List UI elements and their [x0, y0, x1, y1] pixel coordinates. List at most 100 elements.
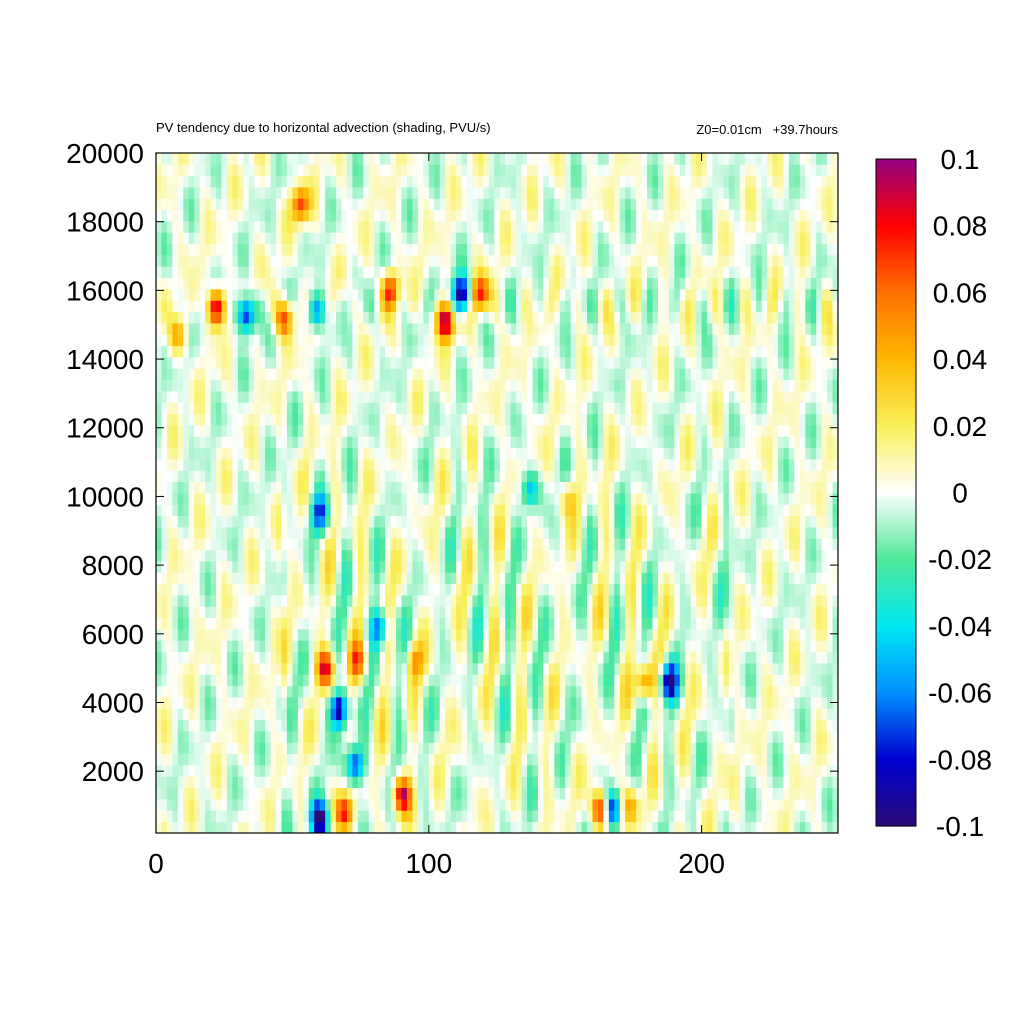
- heatmap-cell: [483, 470, 490, 483]
- heatmap-cell: [788, 549, 795, 562]
- heatmap-cell: [346, 787, 353, 800]
- heatmap-cell: [636, 731, 642, 743]
- heatmap-cell: [537, 493, 544, 505]
- heatmap-cell: [434, 561, 441, 573]
- heatmap-cell: [270, 731, 277, 743]
- heatmap-cell: [745, 470, 752, 483]
- heatmap-cell: [401, 731, 408, 743]
- heatmap-cell: [379, 436, 386, 449]
- heatmap-cell: [750, 413, 757, 426]
- heatmap-cell: [745, 685, 752, 698]
- heatmap-cell: [597, 765, 604, 777]
- heatmap-cell: [827, 731, 833, 743]
- heatmap-cell: [472, 742, 479, 755]
- heatmap-cell: [216, 481, 222, 494]
- heatmap-cell: [341, 753, 348, 766]
- heatmap-cell: [734, 459, 741, 471]
- heatmap-cell: [166, 765, 173, 777]
- heatmap-cell: [614, 651, 621, 664]
- heatmap-cell: [194, 719, 201, 732]
- heatmap-cell: [761, 470, 768, 483]
- heatmap-cell: [636, 470, 642, 483]
- heatmap-cell: [707, 402, 713, 415]
- heatmap-cell: [810, 787, 817, 800]
- heatmap-cell: [527, 719, 533, 732]
- heatmap-cell: [385, 640, 392, 653]
- heatmap-cell: [221, 391, 228, 403]
- heatmap-cell: [527, 402, 533, 415]
- heatmap-cell: [761, 402, 768, 415]
- heatmap-cell: [510, 606, 517, 619]
- heatmap-cell: [652, 674, 659, 687]
- heatmap-cell: [783, 765, 790, 777]
- heatmap-cell: [657, 799, 664, 811]
- heatmap-cell: [216, 436, 222, 449]
- heatmap-cell: [374, 629, 381, 641]
- heatmap-cell: [630, 481, 637, 494]
- heatmap-cell: [466, 810, 473, 823]
- heatmap-cell: [461, 765, 468, 777]
- heatmap-cell: [565, 538, 572, 551]
- heatmap-cell: [587, 617, 593, 630]
- heatmap-cell: [325, 617, 331, 630]
- heatmap-cell: [363, 742, 370, 755]
- heatmap-cell: [156, 742, 162, 755]
- heatmap-cell: [166, 640, 173, 653]
- heatmap-cell: [641, 821, 648, 834]
- heatmap-cell: [319, 549, 326, 562]
- heatmap-cell: [647, 663, 653, 675]
- heatmap-cell: [161, 821, 168, 834]
- heatmap-cell: [679, 493, 686, 505]
- heatmap-cell: [237, 527, 244, 539]
- heatmap-cell: [374, 697, 381, 709]
- heatmap-cell: [368, 549, 375, 562]
- heatmap-cell: [619, 731, 626, 743]
- heatmap-cell: [194, 413, 201, 426]
- heatmap-cell: [423, 549, 430, 562]
- heatmap-cell: [472, 810, 479, 823]
- heatmap-cell: [603, 515, 610, 528]
- heatmap-cell: [417, 674, 424, 687]
- heatmap-cell: [527, 674, 533, 687]
- heatmap-cell: [417, 561, 424, 573]
- heatmap-cell: [799, 606, 806, 619]
- heatmap-cell: [696, 493, 702, 505]
- heatmap-cell: [396, 515, 402, 528]
- heatmap-cell: [456, 447, 462, 460]
- heatmap-cell: [292, 617, 299, 630]
- heatmap-cell: [794, 810, 801, 823]
- heatmap-cell: [767, 708, 773, 721]
- heatmap-cell: [466, 708, 473, 721]
- heatmap-cell: [712, 481, 719, 494]
- heatmap-cell: [772, 765, 779, 777]
- heatmap-cell: [483, 493, 490, 505]
- heatmap-cell: [461, 787, 468, 800]
- heatmap-cell: [450, 799, 457, 811]
- heatmap-cell: [445, 561, 452, 573]
- heatmap-cell: [674, 379, 681, 392]
- heatmap-cell: [166, 799, 173, 811]
- heatmap-cell: [172, 606, 179, 619]
- heatmap-cell: [303, 731, 310, 743]
- heatmap-cell: [308, 413, 315, 426]
- heatmap-cell: [466, 572, 473, 585]
- heatmap-cell: [188, 651, 195, 664]
- heatmap-cell: [707, 561, 713, 573]
- heatmap-cell: [472, 447, 479, 460]
- heatmap-cell: [494, 436, 501, 449]
- heatmap-cell: [548, 470, 555, 483]
- heatmap-cell: [450, 731, 457, 743]
- heatmap-cell: [216, 527, 222, 539]
- heatmap-cell: [652, 481, 659, 494]
- heatmap-cell: [734, 753, 741, 766]
- heatmap-cell: [336, 731, 342, 743]
- heatmap-cell: [548, 685, 555, 698]
- heatmap-cell: [357, 787, 364, 800]
- heatmap-cell: [445, 731, 452, 743]
- heatmap-cell: [221, 413, 228, 426]
- heatmap-cell: [527, 504, 533, 517]
- heatmap-cell: [456, 651, 462, 664]
- heatmap-cell: [630, 515, 637, 528]
- heatmap-cell: [270, 753, 277, 766]
- heatmap-cell: [767, 402, 773, 415]
